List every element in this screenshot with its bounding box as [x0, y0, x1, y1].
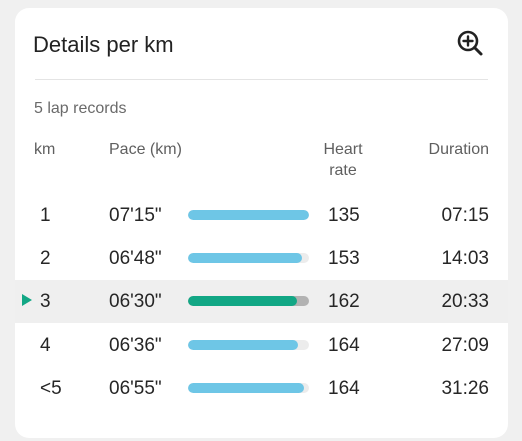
header-divider	[35, 79, 488, 80]
lap-heart-rate: 135	[328, 205, 360, 226]
lap-heart-rate: 164	[328, 378, 360, 399]
pace-bar-track	[188, 296, 309, 306]
lap-duration: 20:33	[441, 291, 489, 312]
lap-details-card: Details per km 5 lap records km Pace (km…	[15, 8, 508, 438]
lap-heart-rate: 164	[328, 335, 360, 356]
lap-pace: 06'48"	[109, 248, 162, 269]
lap-duration: 31:26	[441, 378, 489, 399]
lap-km: <5	[40, 378, 62, 399]
lap-pace: 06'55"	[109, 378, 162, 399]
column-header-km: km	[34, 141, 56, 158]
table-row[interactable]: 4 06'36" 164 27:09	[15, 324, 508, 367]
lap-records-count: 5 lap records	[34, 100, 127, 117]
pace-bar-track	[188, 340, 309, 350]
lap-pace: 07'15"	[109, 205, 162, 226]
lap-heart-rate: 162	[328, 291, 360, 312]
table-row[interactable]: <5 06'55" 164 31:26	[15, 367, 508, 410]
lap-duration: 27:09	[441, 335, 489, 356]
lap-km: 1	[40, 205, 51, 226]
pace-bar-track	[188, 383, 309, 393]
pace-bar-fill	[188, 296, 297, 306]
lap-km: 2	[40, 248, 51, 269]
lap-pace: 06'30"	[109, 291, 162, 312]
zoom-in-icon	[457, 30, 483, 56]
pace-bar-fill	[188, 340, 299, 350]
column-header-pace: Pace (km)	[109, 141, 182, 158]
lap-duration: 14:03	[441, 248, 489, 269]
card-title: Details per km	[33, 32, 174, 57]
zoom-in-button[interactable]	[455, 28, 485, 58]
pace-bar-track	[188, 253, 309, 263]
pace-bar-fill	[188, 253, 302, 263]
lap-pace: 06'36"	[109, 335, 162, 356]
selected-row-marker-icon	[22, 294, 32, 306]
table-row[interactable]: 3 06'30" 162 20:33	[15, 280, 508, 323]
lap-heart-rate: 153	[328, 248, 360, 269]
pace-bar-fill	[188, 383, 305, 393]
lap-duration: 07:15	[441, 205, 489, 226]
lap-km: 3	[40, 291, 51, 312]
lap-km: 4	[40, 335, 51, 356]
table-row[interactable]: 2 06'48" 153 14:03	[15, 237, 508, 280]
column-header-heart-rate: Heart rate	[323, 141, 363, 179]
table-row[interactable]: 1 07'15" 135 07:15	[15, 194, 508, 237]
column-header-duration: Duration	[428, 141, 489, 158]
pace-bar-fill	[188, 210, 309, 220]
pace-bar-track	[188, 210, 309, 220]
